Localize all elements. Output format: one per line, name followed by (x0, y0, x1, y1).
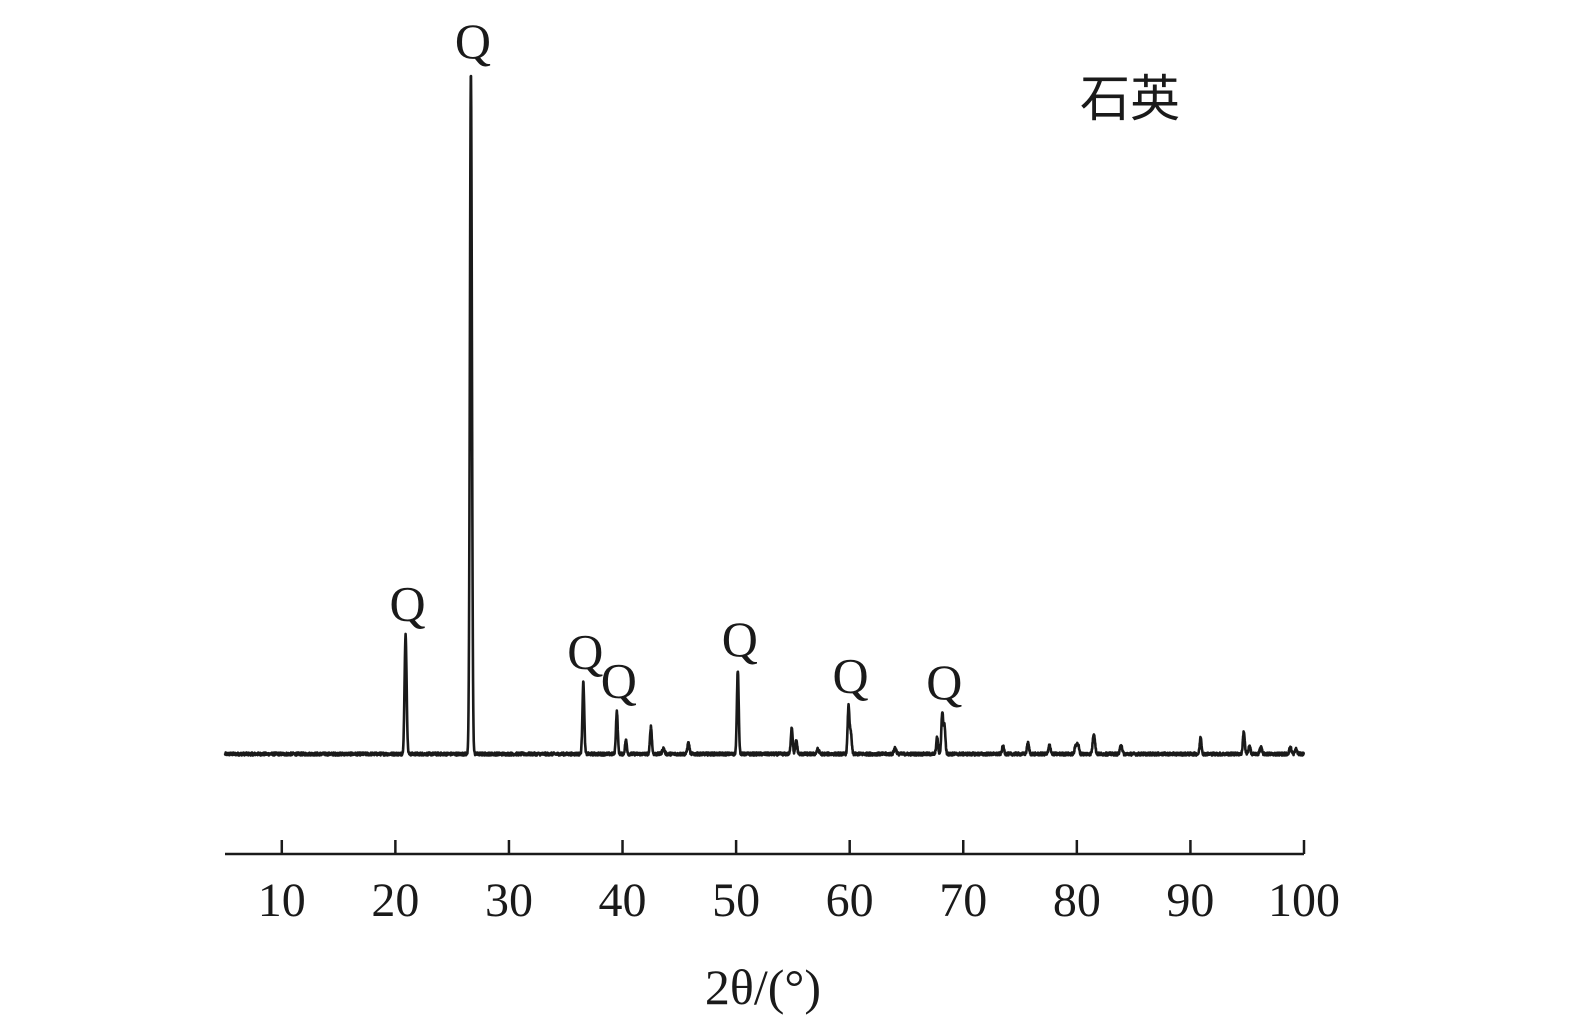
peak-label-5: Q (832, 647, 868, 703)
peak-label-6: Q (926, 654, 962, 710)
x-axis: 10 20 30 40 50 60 70 80 90 100 (225, 840, 1340, 927)
x-tick-label-40: 40 (599, 874, 647, 927)
plot-area (223, 74, 1306, 757)
legend-text: 石英 (1080, 71, 1180, 127)
x-tick-label-70: 70 (939, 874, 987, 927)
x-tick-label-50: 50 (712, 874, 760, 927)
x-tick-label-20: 20 (371, 874, 419, 927)
peak-label-1: Q (455, 13, 491, 69)
peak-label-4: Q (722, 611, 758, 667)
xrd-pattern-line (223, 74, 1306, 757)
x-tick-label-100: 100 (1268, 874, 1340, 927)
x-tick-label-30: 30 (485, 874, 533, 927)
x-tick-label-10: 10 (258, 874, 306, 927)
x-tick-label-90: 90 (1166, 874, 1214, 927)
peak-label-0: Q (390, 576, 426, 632)
x-tick-label-80: 80 (1053, 874, 1101, 927)
x-tick-label-60: 60 (826, 874, 874, 927)
x-axis-label: 2θ/(°) (705, 959, 821, 1015)
peak-label-3: Q (601, 653, 637, 709)
peak-label-2: Q (567, 623, 603, 679)
